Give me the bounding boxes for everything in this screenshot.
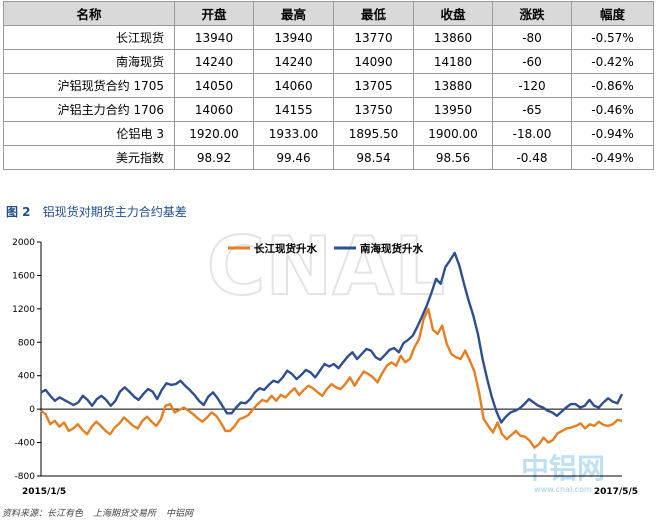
table-cell: 14050 [174,73,254,98]
header-change: 涨跌 [492,1,572,26]
table-cell: 98.54 [333,145,414,170]
table-cell: -80 [492,25,572,50]
table-row: 南海现货 14240 14240 14090 14180 -60 -0.42% [3,49,654,74]
source-note: 资料来源：长江有色 上海期货交易所 中铝网 [2,506,193,519]
table-row: 美元指数 98.92 99.46 98.54 98.56 -0.48 -0.49… [3,145,654,170]
table-cell: 1900.00 [413,121,493,146]
figure-number: 图 2 [6,205,31,219]
chart-axes: 2000 1600 1200 800 400 0 -400 -800 2015/1/5 2017/… [12,238,638,497]
table-cell: 14060 [174,97,254,122]
y-tick-label: 400 [18,372,35,382]
table-cell: -0.57% [571,25,654,50]
table-row: 沪铝主力合约 1706 14060 14155 13750 13950 -65 … [3,97,654,122]
table-cell: 南海现货 [3,49,175,74]
table-cell: 98.92 [174,145,254,170]
quote-table: 名称 开盘 最高 最低 收盘 涨跌 幅度 长江现货 13940 13940 13… [3,1,654,170]
table-cell: 14090 [333,49,414,74]
figure-caption: 铝现货对期货主力合约基差 [42,205,187,219]
table-cell: 13705 [333,73,414,98]
table-cell: 美元指数 [3,145,175,170]
y-tick-label: -400 [15,439,36,449]
series-line-changjiang [40,307,623,449]
table-cell: 13880 [413,73,493,98]
table-cell: 14240 [253,49,334,74]
table-cell: 14155 [253,97,334,122]
watermark-logo: 中铝网 [521,452,605,485]
table-row: 沪铝现货合约 1705 14050 14060 13705 13880 -120… [3,73,654,98]
table-cell: 14180 [413,49,493,74]
table-row: 长江现货 13940 13940 13770 13860 -80 -0.57% [3,25,654,50]
table-cell: 沪铝现货合约 1705 [3,73,175,98]
y-tick-label: 800 [18,338,35,348]
table-cell: 99.46 [253,145,334,170]
header-name: 名称 [3,1,175,26]
table-cell: 14240 [174,49,254,74]
table-cell: 13940 [253,25,334,50]
y-tick-label: 2000 [12,238,35,248]
source-item: 资料来源：长江有色 [2,509,84,519]
y-tick-label: 1200 [12,305,35,315]
y-tick-label: -800 [15,472,36,482]
legend-label: 南海现货升水 [360,242,423,255]
table-cell: 沪铝主力合约 1706 [3,97,175,122]
table-cell: -120 [492,73,572,98]
table-cell: 1920.00 [174,121,254,146]
x-tick-label: 2015/1/5 [22,487,66,497]
legend-label: 长江现货升水 [254,242,317,255]
table-cell: 14060 [253,73,334,98]
table-cell: -60 [492,49,572,74]
x-tick-label: 2017/5/5 [594,487,638,497]
y-tick-label: 0 [29,405,35,415]
figure-title: 图 2 铝现货对期货主力合约基差 [6,203,187,220]
table-cell: -0.42% [571,49,654,74]
watermark-text: CNAL [207,222,446,313]
table-cell: 13860 [413,25,493,50]
table-cell: -0.49% [571,145,654,170]
source-item: 上海期货交易所 [93,509,157,519]
header-high: 最高 [253,1,334,26]
table-cell: 13770 [333,25,414,50]
table-cell: 13940 [174,25,254,50]
series-line-nanhai [40,251,624,424]
header-open: 开盘 [174,1,254,26]
table-cell: 13750 [333,97,414,122]
header-low: 最低 [333,1,414,26]
table-cell: 长江现货 [3,25,175,50]
chart-series [40,251,624,449]
y-tick-label: 1600 [12,271,35,281]
table-row: 伦铝电 3 1920.00 1933.00 1895.50 1900.00 -1… [3,121,654,146]
table-cell: -65 [492,97,572,122]
table-cell: 1895.50 [333,121,414,146]
table-cell: 1933.00 [253,121,334,146]
header-close: 收盘 [413,1,493,26]
table-cell: -0.86% [571,73,654,98]
table-cell: -18.00 [492,121,572,146]
source-item: 中铝网 [166,509,194,519]
table-cell: 13950 [413,97,493,122]
table-cell: -0.94% [571,121,654,146]
table-cell: 伦铝电 3 [3,121,175,146]
header-percent: 幅度 [571,1,654,26]
watermark-site: www.cnal.com [534,485,592,494]
chart-legend: 长江现货升水 南海现货升水 [228,242,423,255]
table-cell: 98.56 [413,145,493,170]
table-header-row: 名称 开盘 最高 最低 收盘 涨跌 幅度 [3,1,654,26]
table-cell: -0.48 [492,145,572,170]
table-cell: -0.46% [571,97,654,122]
